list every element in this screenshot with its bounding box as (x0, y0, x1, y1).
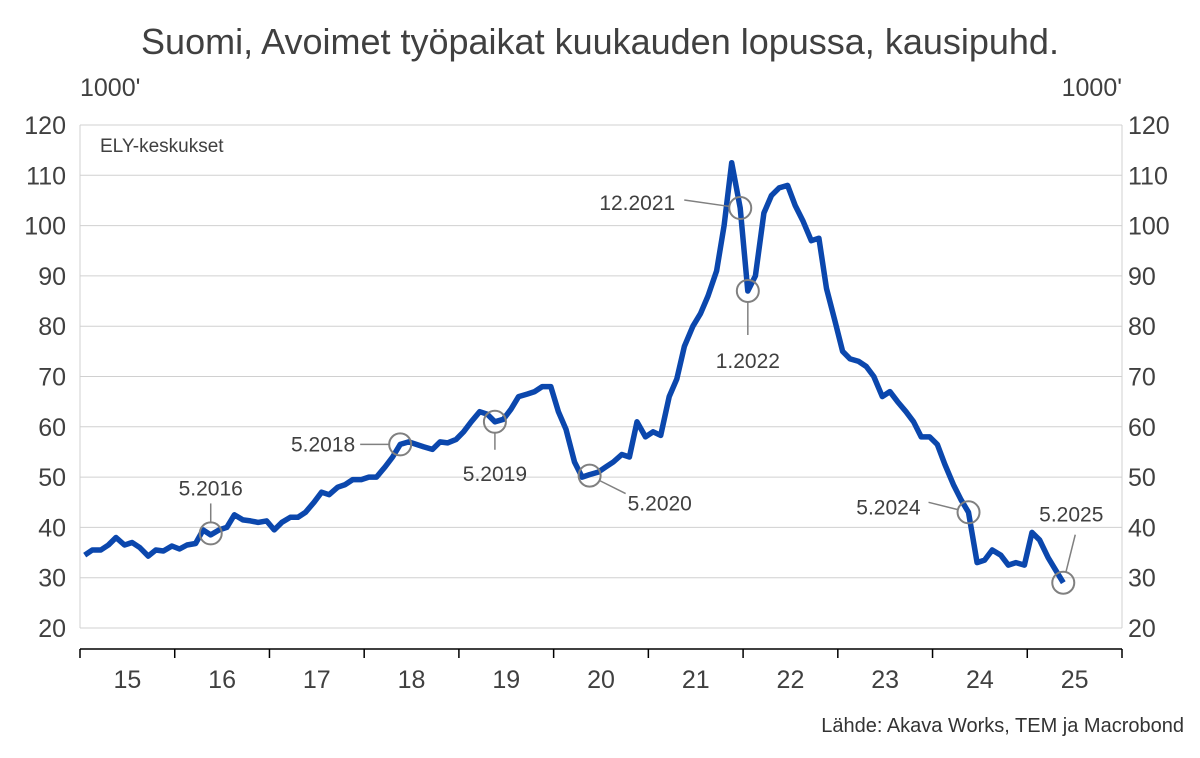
y-tick-label-right: 80 (1128, 313, 1156, 341)
annotation-label: 5.2025 (1039, 504, 1103, 527)
annotation-marker (388, 432, 413, 457)
x-tick-label: 18 (398, 666, 426, 694)
y-tick-label-left: 60 (38, 414, 66, 442)
left-axis-unit: 1000' (80, 74, 140, 102)
x-tick-label: 20 (587, 666, 615, 694)
left-y-axis: 20 30 40 50 60 70 80 90 100 110 120 (24, 112, 66, 643)
annotation-leader (684, 199, 730, 208)
annotation-marker (735, 278, 760, 303)
annotation-leader (599, 479, 626, 495)
series-group (83, 159, 1066, 585)
annotation-leader (1065, 534, 1076, 573)
x-tick-label: 24 (966, 666, 994, 694)
annotation-marker (577, 463, 602, 488)
y-tick-label-right: 120 (1128, 112, 1170, 140)
source-note: Lähde: Akava Works, TEM ja Macrobond (821, 715, 1184, 737)
annotation-marker (956, 500, 981, 525)
y-tick-label-left: 70 (38, 364, 66, 392)
y-tick-label-right: 110 (1128, 162, 1168, 190)
x-tick-label: 25 (1061, 666, 1089, 694)
right-y-axis: 20 30 40 50 60 70 80 90 100 110 120 (1128, 112, 1170, 643)
y-tick-label-right: 30 (1128, 565, 1156, 593)
annotation-marker (1051, 570, 1076, 595)
y-tick-label-right: 40 (1128, 514, 1156, 542)
series-line (83, 159, 1066, 585)
right-axis-unit: 1000' (1062, 74, 1122, 102)
y-tick-label-left: 80 (38, 313, 66, 341)
annotation-label: 5.2020 (628, 493, 692, 516)
y-tick-label-right: 50 (1128, 464, 1156, 492)
annotation-leader (928, 501, 959, 511)
annotation-marker (198, 521, 223, 546)
chart-title: Suomi, Avoimet työpaikat kuukauden lopus… (141, 21, 1059, 62)
annotation-label: 1.2022 (716, 350, 780, 373)
y-tick-label-left: 110 (26, 162, 66, 190)
annotation-label: 12.2021 (599, 192, 675, 215)
x-tick-label: 16 (208, 666, 236, 694)
y-tick-label-left: 30 (38, 565, 66, 593)
x-axis: 15 16 17 18 19 20 21 22 23 24 25 (79, 648, 1123, 694)
x-tick-label: 19 (492, 666, 520, 694)
y-tick-label-left: 90 (38, 263, 66, 291)
x-tick-label: 23 (871, 666, 899, 694)
x-tick-label: 15 (113, 666, 141, 694)
y-tick-label-right: 90 (1128, 263, 1156, 291)
x-tick-label: 22 (777, 666, 805, 694)
y-tick-label-left: 100 (24, 213, 66, 241)
y-tick-label-left: 20 (38, 615, 66, 643)
annotation-label: 5.2019 (463, 463, 527, 486)
annotation-marker (482, 409, 507, 434)
y-tick-label-left: 50 (38, 464, 66, 492)
series-label: ELY-keskukset (100, 136, 224, 157)
annotation-marker (728, 195, 753, 220)
y-tick-label-right: 100 (1128, 213, 1170, 241)
y-tick-label-right: 60 (1128, 414, 1156, 442)
annotations: 5.2016 5.2018 5.2019 5.2020 12.2021 1.2022 5.2… (179, 192, 1103, 595)
annotation-label: 5.2018 (291, 433, 355, 456)
annotation-label: 5.2024 (856, 496, 921, 519)
x-tick-label: 21 (682, 666, 710, 694)
annotation-label: 5.2016 (179, 477, 243, 500)
y-tick-label-left: 120 (24, 112, 66, 140)
y-tick-label-right: 70 (1128, 364, 1156, 392)
gridlines (79, 124, 1123, 629)
y-tick-label-right: 20 (1128, 615, 1156, 643)
x-tick-label: 17 (303, 666, 331, 694)
y-tick-label-left: 40 (38, 514, 66, 542)
